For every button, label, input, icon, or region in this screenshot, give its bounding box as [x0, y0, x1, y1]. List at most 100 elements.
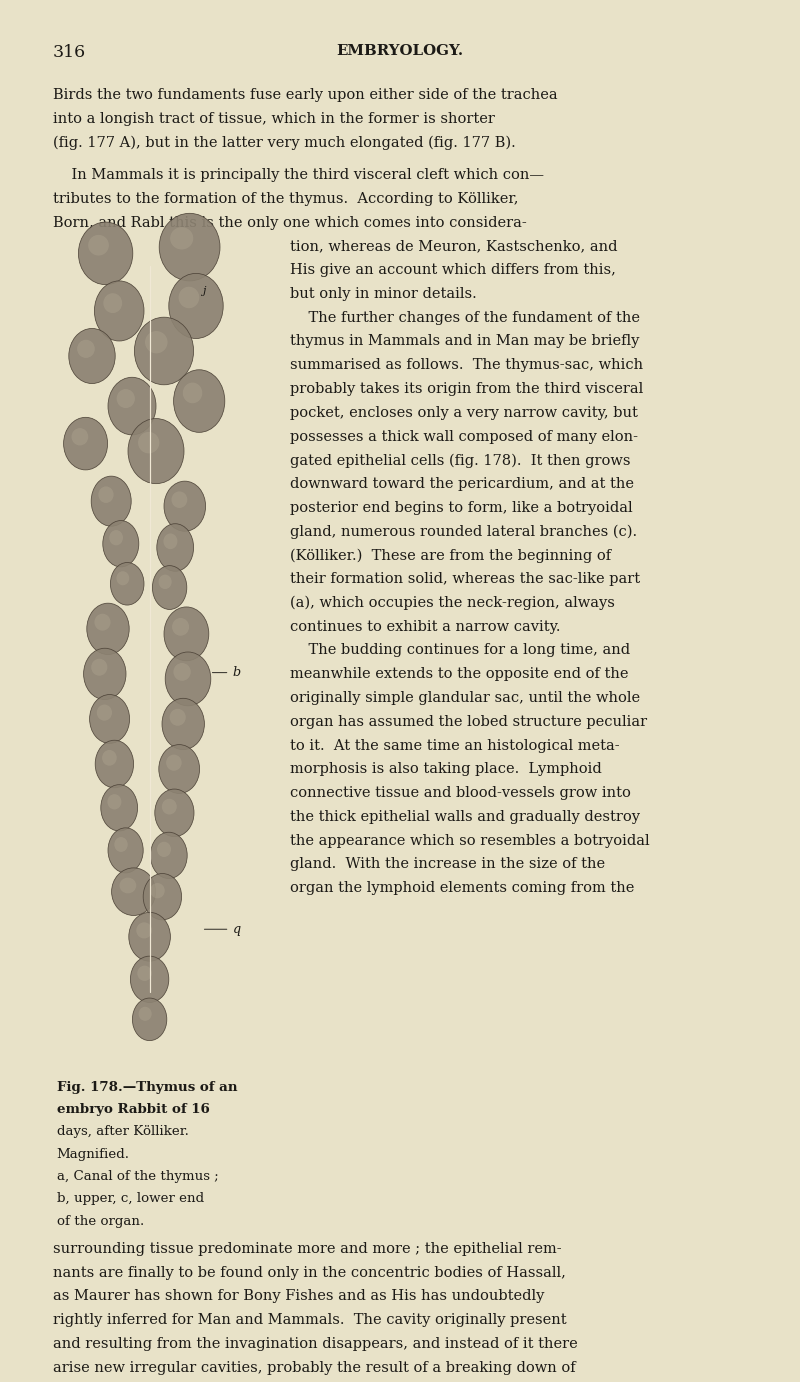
Ellipse shape: [138, 1007, 152, 1021]
Text: (fig. 177 A), but in the latter very much elongated (fig. 177 B).: (fig. 177 A), but in the latter very muc…: [53, 135, 515, 151]
Ellipse shape: [91, 659, 107, 676]
Ellipse shape: [90, 695, 130, 744]
Ellipse shape: [103, 293, 122, 314]
Ellipse shape: [138, 966, 152, 981]
Text: days, after Kölliker.: days, after Kölliker.: [57, 1125, 189, 1139]
Ellipse shape: [170, 709, 186, 726]
Text: b, upper, c, lower end: b, upper, c, lower end: [57, 1193, 204, 1205]
Text: gated epithelial cells (fig. 178).  It then grows: gated epithelial cells (fig. 178). It th…: [290, 453, 630, 467]
Ellipse shape: [162, 799, 177, 814]
Text: summarised as follows.  The thymus-sac, which: summarised as follows. The thymus-sac, w…: [290, 358, 642, 372]
Text: Magnified.: Magnified.: [57, 1148, 130, 1161]
Ellipse shape: [157, 842, 171, 857]
Ellipse shape: [158, 575, 172, 589]
Text: EMBRYOLOGY.: EMBRYOLOGY.: [337, 44, 463, 58]
Ellipse shape: [174, 663, 190, 681]
Text: In Mammals it is principally the third visceral cleft which con—: In Mammals it is principally the third v…: [53, 169, 544, 182]
Ellipse shape: [165, 652, 211, 706]
Text: the thick epithelial walls and gradually destroy: the thick epithelial walls and gradually…: [290, 810, 639, 824]
Text: a, Canal of the thymus ;: a, Canal of the thymus ;: [57, 1171, 218, 1183]
Text: continues to exhibit a narrow cavity.: continues to exhibit a narrow cavity.: [290, 619, 560, 634]
Ellipse shape: [166, 755, 182, 771]
Ellipse shape: [164, 481, 206, 531]
Ellipse shape: [158, 745, 200, 793]
Ellipse shape: [119, 878, 136, 893]
Ellipse shape: [117, 390, 135, 408]
Text: tion, whereas de Meuron, Kastschenko, and: tion, whereas de Meuron, Kastschenko, an…: [290, 239, 617, 253]
Text: as Maurer has shown for Bony Fishes and as His has undoubtedly: as Maurer has shown for Bony Fishes and …: [53, 1289, 544, 1303]
Ellipse shape: [164, 607, 209, 661]
Text: thymus in Mammals and in Man may be briefly: thymus in Mammals and in Man may be brie…: [290, 334, 639, 348]
Ellipse shape: [98, 486, 114, 503]
Ellipse shape: [64, 417, 107, 470]
Ellipse shape: [169, 274, 223, 339]
Ellipse shape: [111, 868, 156, 915]
Text: into a longish tract of tissue, which in the former is shorter: into a longish tract of tissue, which in…: [53, 112, 494, 126]
Ellipse shape: [130, 956, 169, 1002]
Ellipse shape: [78, 223, 133, 285]
Ellipse shape: [95, 741, 134, 788]
Ellipse shape: [178, 286, 199, 308]
Ellipse shape: [128, 419, 184, 484]
Ellipse shape: [174, 370, 225, 433]
Ellipse shape: [183, 383, 202, 404]
Ellipse shape: [108, 828, 143, 873]
Text: gland, numerous rounded lateral branches (c).: gland, numerous rounded lateral branches…: [290, 525, 637, 539]
Ellipse shape: [155, 789, 194, 836]
Text: 316: 316: [53, 44, 86, 61]
Ellipse shape: [152, 565, 186, 609]
Ellipse shape: [77, 340, 94, 358]
Ellipse shape: [136, 922, 152, 938]
Text: their formation solid, whereas the sac-like part: their formation solid, whereas the sac-l…: [290, 572, 640, 586]
Ellipse shape: [102, 750, 117, 766]
Text: originally simple glandular sac, until the whole: originally simple glandular sac, until t…: [290, 691, 640, 705]
Text: meanwhile extends to the opposite end of the: meanwhile extends to the opposite end of…: [290, 668, 628, 681]
Ellipse shape: [172, 618, 189, 636]
Ellipse shape: [108, 377, 156, 435]
Text: Birds the two fundaments fuse early upon either side of the trachea: Birds the two fundaments fuse early upon…: [53, 88, 558, 102]
Text: of the organ.: of the organ.: [57, 1215, 144, 1227]
Ellipse shape: [157, 524, 194, 571]
Text: b: b: [233, 666, 241, 679]
Text: The budding continues for a long time, and: The budding continues for a long time, a…: [290, 644, 630, 658]
Ellipse shape: [101, 785, 138, 831]
Text: Fig. 178.—Thymus of an: Fig. 178.—Thymus of an: [57, 1081, 238, 1093]
Ellipse shape: [110, 562, 144, 605]
Ellipse shape: [162, 698, 205, 749]
Ellipse shape: [91, 477, 131, 527]
Ellipse shape: [71, 428, 88, 445]
Ellipse shape: [150, 832, 187, 879]
Ellipse shape: [88, 235, 109, 256]
Text: the appearance which so resembles a botryoidal: the appearance which so resembles a botr…: [290, 833, 650, 847]
Text: morphosis is also taking place.  Lymphoid: morphosis is also taking place. Lymphoid: [290, 763, 602, 777]
Ellipse shape: [97, 705, 112, 720]
Text: possesses a thick wall composed of many elon-: possesses a thick wall composed of many …: [290, 430, 638, 444]
Text: probably takes its origin from the third visceral: probably takes its origin from the third…: [290, 381, 643, 397]
Ellipse shape: [114, 837, 128, 851]
Text: His give an account which differs from this,: His give an account which differs from t…: [290, 263, 615, 278]
Text: nants are finally to be found only in the concentric bodies of Hassall,: nants are finally to be found only in th…: [53, 1266, 566, 1280]
Text: surrounding tissue predominate more and more ; the epithelial rem-: surrounding tissue predominate more and …: [53, 1242, 562, 1256]
Ellipse shape: [143, 873, 182, 920]
Text: downward toward the pericardium, and at the: downward toward the pericardium, and at …: [290, 477, 634, 491]
Ellipse shape: [69, 329, 115, 384]
Text: pocket, encloses only a very narrow cavity, but: pocket, encloses only a very narrow cavi…: [290, 406, 638, 420]
Ellipse shape: [171, 492, 187, 509]
Ellipse shape: [159, 213, 220, 281]
Text: posterior end begins to form, like a botryoidal: posterior end begins to form, like a bot…: [290, 500, 632, 515]
Ellipse shape: [84, 648, 126, 699]
Ellipse shape: [107, 795, 122, 810]
Ellipse shape: [150, 883, 165, 898]
Ellipse shape: [117, 571, 130, 585]
Ellipse shape: [133, 998, 166, 1041]
Ellipse shape: [129, 912, 170, 960]
Ellipse shape: [102, 521, 139, 567]
Text: and resulting from the invagination disappears, and instead of it there: and resulting from the invagination disa…: [53, 1336, 578, 1352]
Text: embryo Rabbit of 16: embryo Rabbit of 16: [57, 1103, 210, 1117]
Text: (Kölliker.)  These are from the beginning of: (Kölliker.) These are from the beginning…: [290, 549, 610, 562]
Text: to it.  At the same time an histological meta-: to it. At the same time an histological …: [290, 738, 619, 753]
Text: The further changes of the fundament of the: The further changes of the fundament of …: [290, 311, 639, 325]
Text: organ the lymphoid elements coming from the: organ the lymphoid elements coming from …: [290, 882, 634, 896]
Text: gland.  With the increase in the size of the: gland. With the increase in the size of …: [290, 857, 605, 872]
Ellipse shape: [134, 318, 194, 384]
